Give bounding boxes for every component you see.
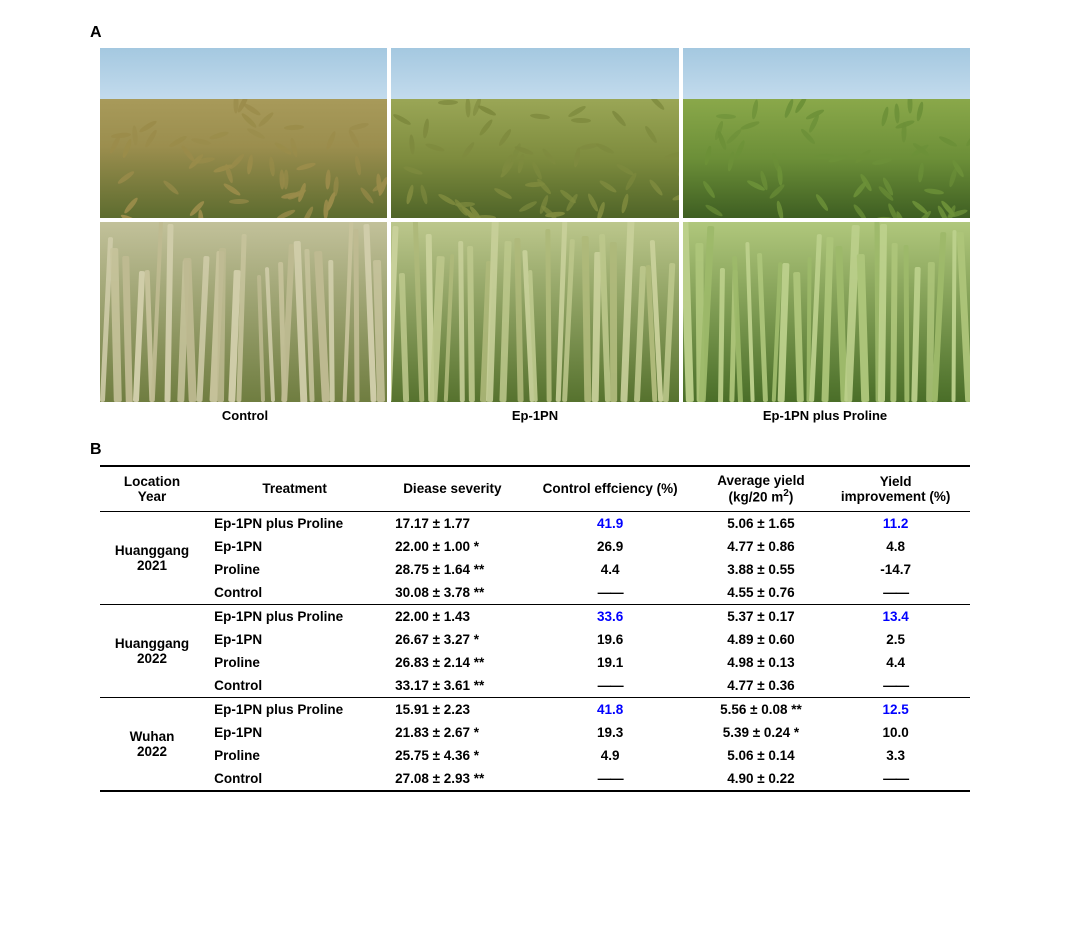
cell-ctrl-eff-0-2: 4.4 — [520, 558, 701, 581]
th-disease-severity: Diease severity — [385, 466, 520, 511]
cell-yield-imp-1-1: 2.5 — [821, 628, 970, 651]
cell-yield-1-0: 5.37 ± 0.17 — [701, 604, 822, 628]
cell-treatment-1-0: Ep-1PN plus Proline — [204, 604, 385, 628]
cell-yield-1-2: 4.98 ± 0.13 — [701, 651, 822, 674]
cell-yield-imp-0-0: 11.2 — [821, 511, 970, 535]
cell-disease-0-0: 17.17 ± 1.77 — [385, 511, 520, 535]
cell-ctrl-eff-2-3: —— — [520, 767, 701, 791]
cell-ctrl-eff-2-0: 41.8 — [520, 697, 701, 721]
cell-treatment-0-3: Control — [204, 581, 385, 605]
field-photo-top-1 — [391, 48, 678, 218]
field-photo-top-2 — [683, 48, 970, 218]
cell-treatment-1-2: Proline — [204, 651, 385, 674]
caption-control: Control — [100, 408, 390, 423]
cell-location-0: Huanggang2021 — [100, 511, 204, 604]
caption-ep1pn-proline: Ep-1PN plus Proline — [680, 408, 970, 423]
cell-disease-1-3: 33.17 ± 3.61 ** — [385, 674, 520, 698]
cell-treatment-2-3: Control — [204, 767, 385, 791]
cell-yield-imp-0-1: 4.8 — [821, 535, 970, 558]
cell-yield-imp-1-2: 4.4 — [821, 651, 970, 674]
field-photo-top-0 — [100, 48, 387, 218]
field-photo-bottom-0 — [100, 222, 387, 402]
cell-yield-2-0: 5.56 ± 0.08 ** — [701, 697, 822, 721]
cell-ctrl-eff-2-2: 4.9 — [520, 744, 701, 767]
cell-treatment-0-2: Proline — [204, 558, 385, 581]
cell-disease-1-1: 26.67 ± 3.27 * — [385, 628, 520, 651]
cell-yield-2-3: 4.90 ± 0.22 — [701, 767, 822, 791]
cell-yield-imp-2-2: 3.3 — [821, 744, 970, 767]
cell-disease-0-2: 28.75 ± 1.64 ** — [385, 558, 520, 581]
cell-treatment-2-2: Proline — [204, 744, 385, 767]
cell-treatment-1-3: Control — [204, 674, 385, 698]
cell-yield-imp-2-0: 12.5 — [821, 697, 970, 721]
cell-ctrl-eff-1-3: —— — [520, 674, 701, 698]
panel-b-label: B — [90, 441, 1030, 459]
cell-treatment-1-1: Ep-1PN — [204, 628, 385, 651]
results-table: LocationYearTreatmentDiease severityCont… — [100, 465, 970, 792]
cell-disease-2-2: 25.75 ± 4.36 * — [385, 744, 520, 767]
results-table-wrap: LocationYearTreatmentDiease severityCont… — [100, 465, 970, 792]
cell-yield-imp-0-2: -14.7 — [821, 558, 970, 581]
th-yield-improvement: Yieldimprovement (%) — [821, 466, 970, 511]
cell-disease-2-3: 27.08 ± 2.93 ** — [385, 767, 520, 791]
cell-yield-imp-1-3: —— — [821, 674, 970, 698]
cell-disease-2-1: 21.83 ± 2.67 * — [385, 721, 520, 744]
caption-ep1pn: Ep-1PN — [390, 408, 680, 423]
cell-treatment-0-1: Ep-1PN — [204, 535, 385, 558]
cell-ctrl-eff-1-2: 19.1 — [520, 651, 701, 674]
field-photo-bottom-1 — [391, 222, 678, 402]
cell-yield-imp-1-0: 13.4 — [821, 604, 970, 628]
th-location-year: LocationYear — [100, 466, 204, 511]
field-photo-bottom-2 — [683, 222, 970, 402]
cell-yield-0-0: 5.06 ± 1.65 — [701, 511, 822, 535]
th-treatment: Treatment — [204, 466, 385, 511]
cell-disease-1-0: 22.00 ± 1.43 — [385, 604, 520, 628]
cell-location-2: Wuhan2022 — [100, 697, 204, 791]
cell-yield-1-3: 4.77 ± 0.36 — [701, 674, 822, 698]
cell-ctrl-eff-1-0: 33.6 — [520, 604, 701, 628]
cell-yield-0-3: 4.55 ± 0.76 — [701, 581, 822, 605]
cell-yield-0-1: 4.77 ± 0.86 — [701, 535, 822, 558]
cell-disease-1-2: 26.83 ± 2.14 ** — [385, 651, 520, 674]
cell-ctrl-eff-0-3: —— — [520, 581, 701, 605]
th-average-yield: Average yield(kg/20 m2) — [701, 466, 822, 511]
cell-yield-1-1: 4.89 ± 0.60 — [701, 628, 822, 651]
panel-a-label: A — [90, 24, 1030, 42]
cell-yield-2-1: 5.39 ± 0.24 * — [701, 721, 822, 744]
cell-yield-2-2: 5.06 ± 0.14 — [701, 744, 822, 767]
cell-yield-imp-2-1: 10.0 — [821, 721, 970, 744]
th-control-efficiency: Control effciency (%) — [520, 466, 701, 511]
cell-disease-2-0: 15.91 ± 2.23 — [385, 697, 520, 721]
cell-ctrl-eff-2-1: 19.3 — [520, 721, 701, 744]
cell-treatment-2-0: Ep-1PN plus Proline — [204, 697, 385, 721]
cell-ctrl-eff-0-0: 41.9 — [520, 511, 701, 535]
cell-treatment-2-1: Ep-1PN — [204, 721, 385, 744]
photo-grid — [100, 48, 970, 402]
cell-disease-0-3: 30.08 ± 3.78 ** — [385, 581, 520, 605]
cell-disease-0-1: 22.00 ± 1.00 * — [385, 535, 520, 558]
photo-captions-row: Control Ep-1PN Ep-1PN plus Proline — [100, 408, 970, 423]
cell-ctrl-eff-0-1: 26.9 — [520, 535, 701, 558]
cell-yield-imp-2-3: —— — [821, 767, 970, 791]
cell-location-1: Huanggang2022 — [100, 604, 204, 697]
cell-yield-imp-0-3: —— — [821, 581, 970, 605]
cell-ctrl-eff-1-1: 19.6 — [520, 628, 701, 651]
cell-treatment-0-0: Ep-1PN plus Proline — [204, 511, 385, 535]
cell-yield-0-2: 3.88 ± 0.55 — [701, 558, 822, 581]
